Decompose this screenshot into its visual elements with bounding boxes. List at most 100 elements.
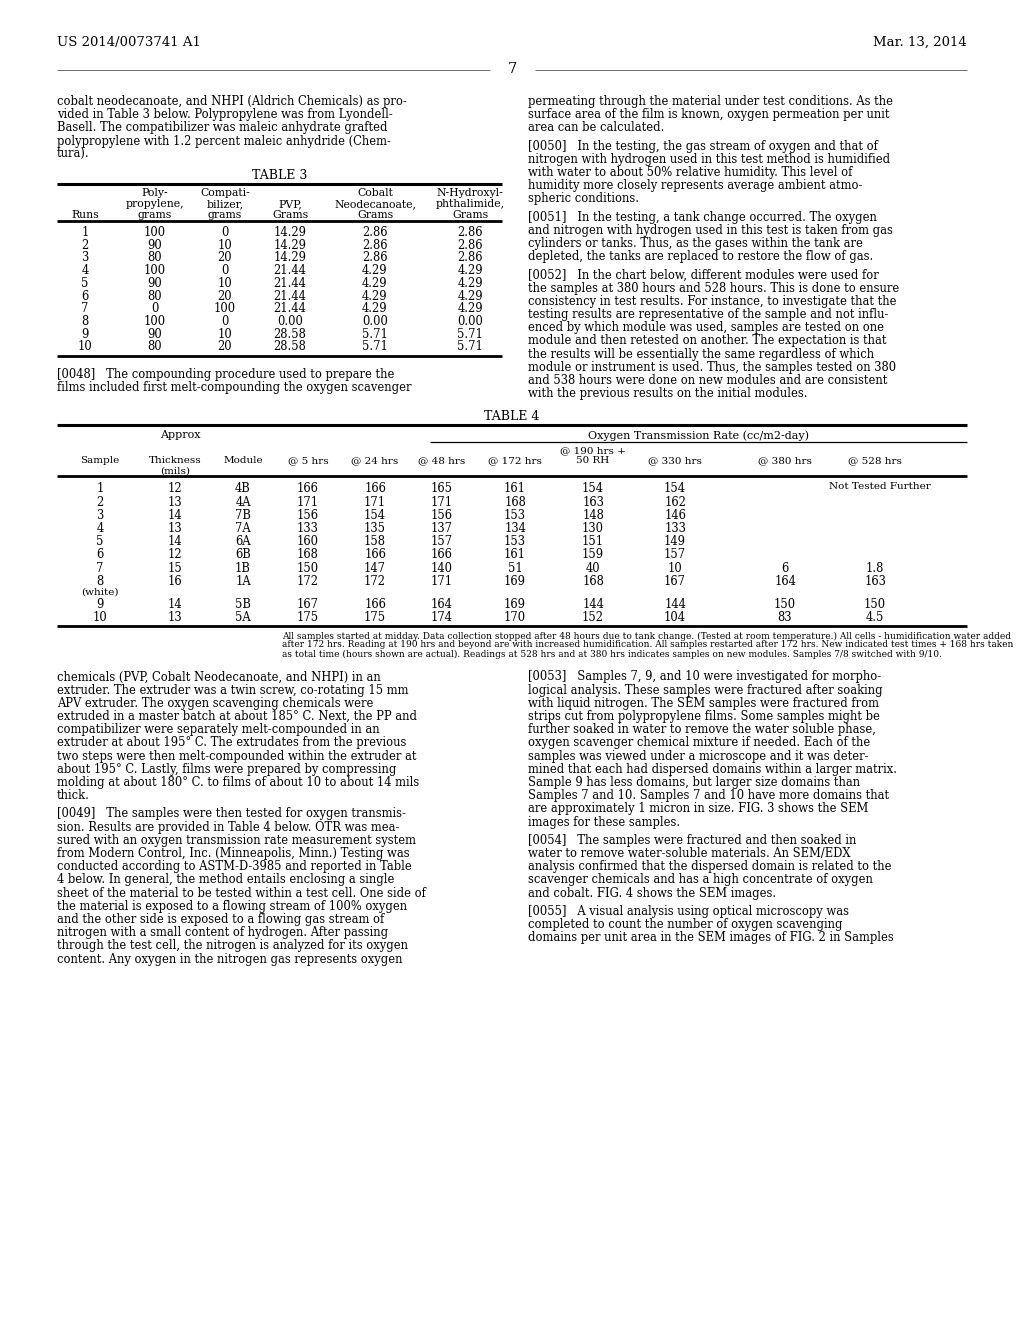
Text: 14.29: 14.29 [273, 239, 306, 252]
Text: 172: 172 [364, 574, 386, 587]
Text: [0049]   The samples were then tested for oxygen transmis-: [0049] The samples were then tested for … [57, 808, 406, 821]
Text: with water to about 50% relative humidity. This level of: with water to about 50% relative humidit… [528, 166, 852, 180]
Text: 0: 0 [152, 302, 159, 315]
Text: 7B: 7B [236, 508, 251, 521]
Text: 12: 12 [168, 482, 182, 495]
Text: 2.86: 2.86 [458, 239, 482, 252]
Text: sion. Results are provided in Table 4 below. OTR was mea-: sion. Results are provided in Table 4 be… [57, 821, 399, 834]
Text: 4.29: 4.29 [457, 302, 482, 315]
Text: mined that each had dispersed domains within a larger matrix.: mined that each had dispersed domains wi… [528, 763, 897, 776]
Text: 5.71: 5.71 [362, 341, 388, 354]
Text: 147: 147 [364, 561, 386, 574]
Text: 6A: 6A [236, 535, 251, 548]
Text: 4A: 4A [236, 495, 251, 508]
Text: 148: 148 [582, 508, 604, 521]
Text: 4.29: 4.29 [362, 264, 388, 277]
Text: [0053]   Samples 7, 9, and 10 were investigated for morpho-: [0053] Samples 7, 9, and 10 were investi… [528, 671, 881, 684]
Text: 174: 174 [431, 611, 453, 624]
Text: 134: 134 [504, 521, 526, 535]
Text: content. Any oxygen in the nitrogen gas represents oxygen: content. Any oxygen in the nitrogen gas … [57, 953, 402, 966]
Text: nitrogen with a small content of hydrogen. After passing: nitrogen with a small content of hydroge… [57, 927, 388, 940]
Text: 0: 0 [221, 315, 228, 327]
Text: 0: 0 [221, 226, 228, 239]
Text: 5A: 5A [236, 611, 251, 624]
Text: TABLE 4: TABLE 4 [484, 411, 540, 424]
Text: 15: 15 [168, 561, 182, 574]
Text: 163: 163 [864, 574, 886, 587]
Text: 175: 175 [297, 611, 319, 624]
Text: logical analysis. These samples were fractured after soaking: logical analysis. These samples were fra… [528, 684, 883, 697]
Text: samples was viewed under a microscope and it was deter-: samples was viewed under a microscope an… [528, 750, 868, 763]
Text: 2: 2 [96, 495, 103, 508]
Text: 5: 5 [81, 277, 89, 290]
Text: after 172 hrs. Reading at 190 hrs and beyond are with increased humidification. : after 172 hrs. Reading at 190 hrs and be… [282, 640, 1014, 649]
Text: 133: 133 [664, 521, 686, 535]
Text: Thickness: Thickness [148, 457, 202, 466]
Text: 6B: 6B [236, 548, 251, 561]
Text: 50 RH: 50 RH [577, 457, 609, 466]
Text: spheric conditions.: spheric conditions. [528, 193, 639, 206]
Text: 5: 5 [96, 535, 103, 548]
Text: 162: 162 [664, 495, 686, 508]
Text: [0050]   In the testing, the gas stream of oxygen and that of: [0050] In the testing, the gas stream of… [528, 140, 878, 153]
Text: 4.29: 4.29 [362, 302, 388, 315]
Text: 0.00: 0.00 [362, 315, 388, 327]
Text: 28.58: 28.58 [273, 341, 306, 354]
Text: phthalimide,: phthalimide, [435, 199, 505, 209]
Text: 28.58: 28.58 [273, 327, 306, 341]
Text: PVP,: PVP, [279, 199, 302, 209]
Text: 21.44: 21.44 [273, 264, 306, 277]
Text: [0051]   In the testing, a tank change occurred. The oxygen: [0051] In the testing, a tank change occ… [528, 211, 877, 223]
Text: @ 5 hrs: @ 5 hrs [288, 457, 329, 466]
Text: [0055]   A visual analysis using optical microscopy was: [0055] A visual analysis using optical m… [528, 904, 849, 917]
Text: 2.86: 2.86 [458, 226, 482, 239]
Text: with liquid nitrogen. The SEM samples were fractured from: with liquid nitrogen. The SEM samples we… [528, 697, 879, 710]
Text: 4: 4 [81, 264, 89, 277]
Text: Grams: Grams [272, 210, 308, 220]
Text: area can be calculated.: area can be calculated. [528, 121, 665, 135]
Text: 156: 156 [297, 508, 319, 521]
Text: compatibilizer were separately melt-compounded in an: compatibilizer were separately melt-comp… [57, 723, 380, 737]
Text: grams: grams [208, 210, 242, 220]
Text: sheet of the material to be tested within a test cell. One side of: sheet of the material to be tested withi… [57, 887, 426, 900]
Text: grams: grams [138, 210, 172, 220]
Text: 80: 80 [147, 341, 163, 354]
Text: images for these samples.: images for these samples. [528, 816, 680, 829]
Text: 165: 165 [431, 482, 453, 495]
Text: 5.71: 5.71 [457, 327, 483, 341]
Text: 169: 169 [504, 598, 526, 611]
Text: 2.86: 2.86 [362, 239, 388, 252]
Text: 3: 3 [96, 508, 103, 521]
Text: Cobalt: Cobalt [357, 187, 393, 198]
Text: 51: 51 [508, 561, 522, 574]
Text: 161: 161 [504, 548, 526, 561]
Text: 8: 8 [96, 574, 103, 587]
Text: [0052]   In the chart below, different modules were used for: [0052] In the chart below, different mod… [528, 268, 879, 281]
Text: 172: 172 [297, 574, 319, 587]
Text: Poly-: Poly- [141, 187, 168, 198]
Text: permeating through the material under test conditions. As the: permeating through the material under te… [528, 95, 893, 108]
Text: 137: 137 [431, 521, 453, 535]
Text: (mils): (mils) [160, 466, 190, 475]
Text: 4.5: 4.5 [866, 611, 884, 624]
Text: humidity more closely represents average ambient atmo-: humidity more closely represents average… [528, 180, 862, 193]
Text: extruded in a master batch at about 185° C. Next, the PP and: extruded in a master batch at about 185°… [57, 710, 417, 723]
Text: @ 190 hrs +: @ 190 hrs + [560, 446, 626, 455]
Text: 4.29: 4.29 [457, 277, 482, 290]
Text: 140: 140 [431, 561, 453, 574]
Text: 9: 9 [81, 327, 89, 341]
Text: water to remove water-soluble materials. An SEM/EDX: water to remove water-soluble materials.… [528, 847, 851, 861]
Text: Approx: Approx [160, 430, 201, 441]
Text: 166: 166 [365, 598, 386, 611]
Text: vided in Table 3 below. Polypropylene was from Lyondell-: vided in Table 3 below. Polypropylene wa… [57, 108, 393, 121]
Text: 7: 7 [507, 62, 517, 77]
Text: 157: 157 [431, 535, 453, 548]
Text: @ 172 hrs: @ 172 hrs [488, 457, 542, 466]
Text: Samples 7 and 10. Samples 7 and 10 have more domains that: Samples 7 and 10. Samples 7 and 10 have … [528, 789, 889, 803]
Text: from Modern Control, Inc. (Minneapolis, Minn.) Testing was: from Modern Control, Inc. (Minneapolis, … [57, 847, 410, 861]
Text: 8: 8 [81, 315, 89, 327]
Text: 7: 7 [81, 302, 89, 315]
Text: 104: 104 [664, 611, 686, 624]
Text: 156: 156 [431, 508, 453, 521]
Text: 2: 2 [81, 239, 89, 252]
